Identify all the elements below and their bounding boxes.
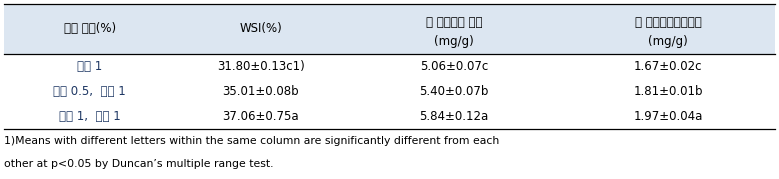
Text: 1.97±0.04a: 1.97±0.04a <box>633 110 703 123</box>
Text: 균주 1,  효소 1: 균주 1, 효소 1 <box>58 110 121 123</box>
Text: 35.01±0.08b: 35.01±0.08b <box>223 85 299 98</box>
Text: WSI(%): WSI(%) <box>240 22 282 35</box>
Text: 1.81±0.01b: 1.81±0.01b <box>633 85 703 98</box>
Text: (mg/g): (mg/g) <box>434 35 474 48</box>
Text: 5.06±0.07c: 5.06±0.07c <box>420 60 488 73</box>
Text: 31.80±0.13c1): 31.80±0.13c1) <box>217 60 305 73</box>
Text: 5.40±0.07b: 5.40±0.07b <box>419 85 488 98</box>
Text: 처리 농도(%): 처리 농도(%) <box>64 22 115 35</box>
Text: 5.84±0.12a: 5.84±0.12a <box>419 110 488 123</box>
Text: (mg/g): (mg/g) <box>648 35 688 48</box>
Text: 효소 1: 효소 1 <box>77 60 102 73</box>
Text: 37.06±0.75a: 37.06±0.75a <box>223 110 299 123</box>
Text: other at p<0.05 by Duncan’s multiple range test.: other at p<0.05 by Duncan’s multiple ran… <box>4 159 273 169</box>
Text: 1.67±0.02c: 1.67±0.02c <box>634 60 702 73</box>
Text: 1)Means with different letters within the same column are significantly differen: 1)Means with different letters within th… <box>4 136 499 146</box>
Text: 총 폴리페놀 함량: 총 폴리페놀 함량 <box>425 16 482 29</box>
Text: 총 플라보노이드함량: 총 플라보노이드함량 <box>635 16 701 29</box>
Text: 균주 0.5,  효소 1: 균주 0.5, 효소 1 <box>53 85 126 98</box>
